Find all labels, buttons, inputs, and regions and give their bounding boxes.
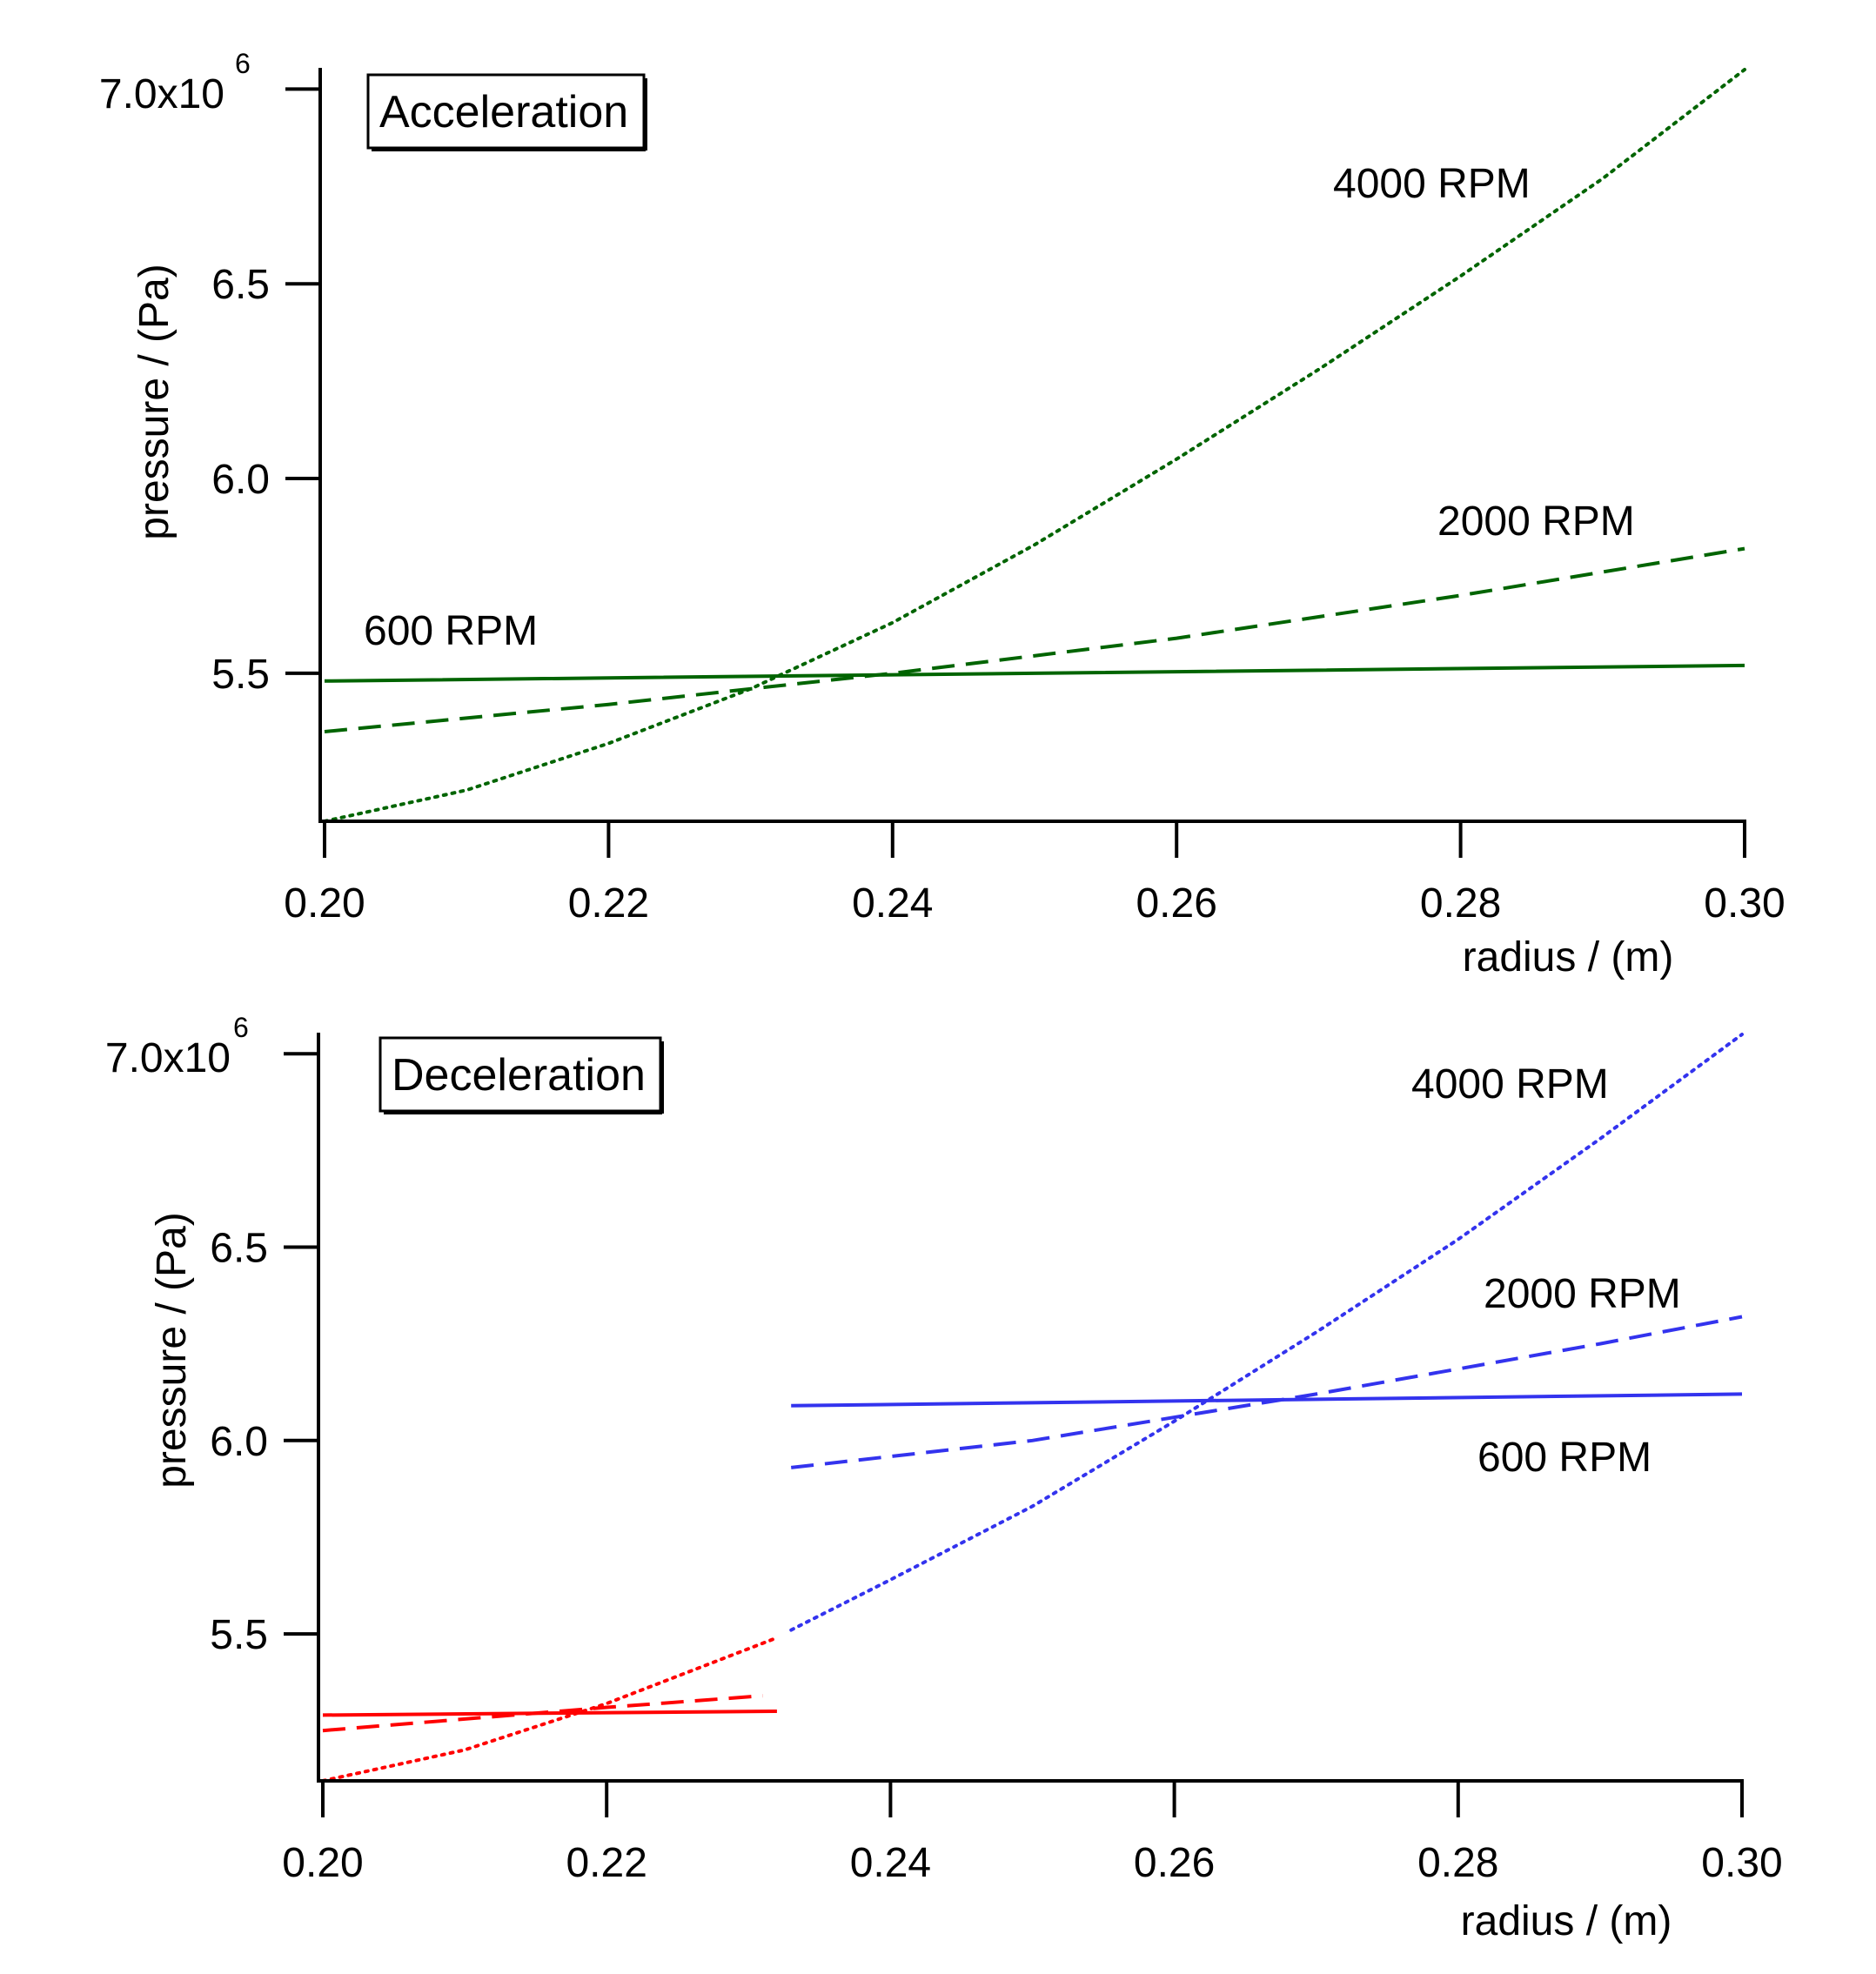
acceleration-plot-area [323, 68, 1746, 823]
acceleration-label-4000rpm: 4000 RPM [1333, 161, 1531, 207]
deceleration-x-tick-label: 0.20 [282, 1840, 363, 1886]
deceleration-series-2-dotted-line [321, 1636, 779, 1783]
deceleration-series-3-solid-line [791, 1392, 1743, 1408]
deceleration-plot-area [321, 1033, 1744, 1783]
acceleration-series-2-dotted-line [323, 68, 1746, 823]
deceleration-panel: 0.20 0.22 0.24 0.26 0.28 0.30 6.5 6.0 5.5 Decele… [105, 1012, 1783, 1944]
deceleration-series-4-dashed-line [790, 1315, 1743, 1469]
acceleration-title: Acceleration [379, 87, 628, 137]
deceleration-label-4000rpm: 4000 RPM [1411, 1061, 1609, 1107]
acceleration-axes: 0.20 0.22 0.24 0.26 0.28 0.30 6.5 6.0 5.5 [211, 68, 1786, 927]
acceleration-x-axis-title: radius / (m) [1463, 934, 1674, 980]
deceleration-y-tick-label: 6.5 [210, 1226, 268, 1272]
acceleration-y-tick-label: 5.5 [211, 652, 270, 698]
acceleration-y-exponent: 6 [235, 48, 251, 79]
deceleration-series-5-dotted-line [789, 1033, 1744, 1632]
deceleration-x-axis-title: radius / (m) [1461, 1898, 1672, 1944]
acceleration-panel: 0.20 0.22 0.24 0.26 0.28 0.30 6.5 6.0 5.5 Accele… [99, 48, 1786, 980]
deceleration-y-multiplier: 7.0x10 [105, 1035, 231, 1081]
acceleration-x-tick-label: 0.30 [1704, 880, 1785, 927]
deceleration-x-tick-label: 0.28 [1417, 1840, 1498, 1886]
deceleration-x-tick-label: 0.22 [566, 1840, 647, 1886]
deceleration-x-tick-label: 0.30 [1701, 1840, 1782, 1886]
deceleration-series-1-dashed-line [322, 1694, 763, 1733]
acceleration-x-tick-label: 0.20 [284, 880, 365, 927]
deceleration-y-tick-label: 5.5 [210, 1612, 268, 1658]
acceleration-y-tick-label: 6.0 [211, 457, 270, 503]
deceleration-series-0-solid-line [322, 1710, 777, 1717]
deceleration-axes: 0.20 0.22 0.24 0.26 0.28 0.30 6.5 6.0 5.5 [210, 1033, 1783, 1886]
deceleration-label-600rpm: 600 RPM [1477, 1435, 1652, 1481]
acceleration-series-0-solid-line [324, 663, 1745, 683]
acceleration-x-tick-label: 0.26 [1136, 880, 1216, 927]
acceleration-x-tick-label: 0.24 [852, 880, 933, 927]
acceleration-label-2000rpm: 2000 RPM [1437, 499, 1635, 545]
acceleration-y-multiplier: 7.0x10 [99, 71, 224, 117]
acceleration-x-tick-label: 0.22 [568, 880, 649, 927]
deceleration-title: Deceleration [392, 1050, 646, 1101]
deceleration-x-tick-label: 0.26 [1134, 1840, 1215, 1886]
deceleration-y-axis-title: pressure / (Pa) [149, 1212, 195, 1488]
deceleration-label-2000rpm: 2000 RPM [1484, 1271, 1681, 1317]
deceleration-y-tick-label: 6.0 [210, 1419, 268, 1465]
acceleration-series-1-dashed-line [324, 546, 1745, 733]
acceleration-y-tick-label: 6.5 [211, 262, 270, 308]
acceleration-x-tick-label: 0.28 [1420, 880, 1501, 927]
acceleration-label-600rpm: 600 RPM [364, 608, 538, 654]
acceleration-y-axis-title: pressure / (Pa) [131, 264, 178, 539]
deceleration-x-tick-label: 0.24 [850, 1840, 931, 1886]
deceleration-y-exponent: 6 [233, 1012, 249, 1043]
